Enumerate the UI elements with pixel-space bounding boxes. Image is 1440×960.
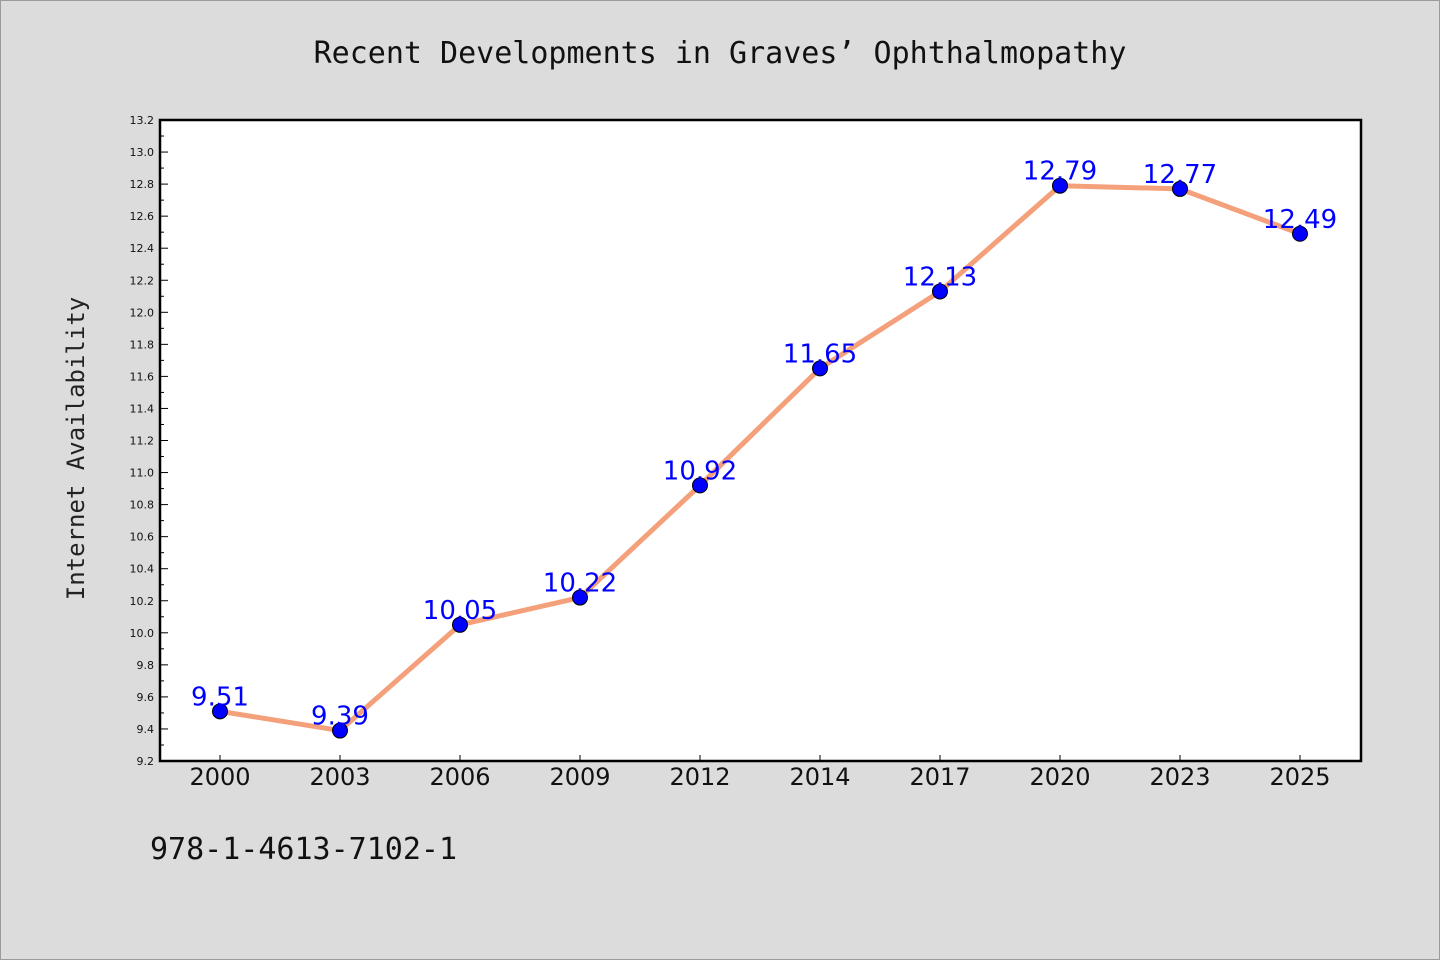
data-point [332, 722, 348, 739]
y-tick-label: 9.4 [137, 723, 155, 736]
data-point [452, 616, 468, 633]
y-tick-label: 9.6 [137, 691, 155, 704]
y-tick-label: 10.6 [130, 531, 155, 544]
y-tick-label: 9.8 [137, 659, 155, 672]
data-label: 12.77 [1143, 160, 1217, 190]
x-tick-label: 2025 [1269, 763, 1330, 791]
x-tick-label: 2020 [1029, 763, 1090, 791]
data-label: 9.39 [311, 702, 369, 732]
y-tick-label: 12.4 [130, 242, 155, 255]
y-tick-label: 12.6 [130, 210, 155, 223]
data-point [1292, 225, 1308, 242]
y-tick-label: 12.0 [130, 306, 155, 319]
x-tick-label: 2017 [909, 763, 970, 791]
data-label: 10.05 [423, 596, 497, 626]
data-label: 12.79 [1023, 157, 1097, 187]
x-tick-label: 2023 [1149, 763, 1210, 791]
data-point [932, 283, 948, 300]
data-point [1172, 180, 1188, 197]
x-tick-label: 2014 [789, 763, 850, 791]
series-line [217, 183, 1303, 734]
y-axis-title: Internet Availability [62, 297, 90, 600]
y-tick-label: 11.8 [130, 338, 155, 351]
footer-code: 978-1-4613-7102-1 [150, 832, 458, 867]
plot-area [158, 118, 1363, 763]
data-point [572, 589, 588, 606]
x-tick-label: 2000 [189, 763, 250, 791]
data-label: 10.92 [663, 456, 737, 486]
data-label: 12.49 [1263, 205, 1337, 235]
data-point [212, 703, 228, 720]
x-tick-label: 2003 [309, 763, 370, 791]
y-tick-label: 13.2 [130, 114, 155, 127]
y-tick-label: 13.0 [130, 146, 155, 159]
chart-title: Recent Developments in Graves’ Ophthalmo… [313, 36, 1127, 71]
y-tick-label: 9.2 [137, 755, 155, 768]
data-label: 10.22 [543, 569, 617, 599]
y-tick-label: 10.4 [130, 563, 155, 576]
data-label: 9.51 [191, 682, 249, 712]
y-tick-label: 11.6 [130, 370, 155, 383]
y-tick-label: 11.2 [130, 435, 155, 448]
x-tick-label: 2006 [429, 763, 490, 791]
y-tick-label: 11.4 [130, 402, 155, 415]
y-tick-label: 12.2 [130, 274, 155, 287]
y-tick-label: 11.0 [130, 467, 155, 480]
x-tick-label: 2009 [549, 763, 610, 791]
data-label: 11.65 [783, 339, 857, 369]
x-tick-label: 2012 [669, 763, 730, 791]
data-point [1052, 177, 1068, 194]
data-label: 12.13 [903, 262, 977, 292]
y-tick-label: 10.2 [130, 595, 155, 608]
y-tick-label: 12.8 [130, 178, 155, 191]
y-tick-label: 10.8 [130, 499, 155, 512]
data-point [812, 360, 828, 377]
data-point [692, 477, 708, 494]
y-tick-label: 10.0 [130, 627, 155, 640]
